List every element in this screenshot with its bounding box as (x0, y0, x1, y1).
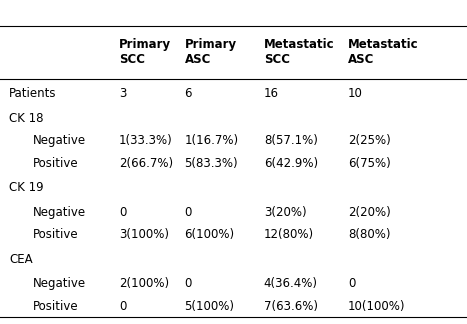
Text: Primary
ASC: Primary ASC (184, 38, 237, 66)
Text: Negative: Negative (33, 134, 86, 147)
Text: 2(66.7%): 2(66.7%) (119, 157, 173, 170)
Text: 1(33.3%): 1(33.3%) (119, 134, 173, 147)
Text: 1(16.7%): 1(16.7%) (184, 134, 239, 147)
Text: 10(100%): 10(100%) (348, 300, 405, 313)
Text: CK 19: CK 19 (9, 181, 44, 194)
Text: 16: 16 (264, 87, 279, 100)
Text: 0: 0 (184, 206, 192, 219)
Text: 6: 6 (184, 87, 192, 100)
Text: CEA: CEA (9, 253, 33, 266)
Text: 0: 0 (119, 206, 127, 219)
Text: 6(42.9%): 6(42.9%) (264, 157, 318, 170)
Text: 2(20%): 2(20%) (348, 206, 391, 219)
Text: 5(100%): 5(100%) (184, 300, 234, 313)
Text: Positive: Positive (33, 300, 78, 313)
Text: 7(63.6%): 7(63.6%) (264, 300, 318, 313)
Text: CK 18: CK 18 (9, 112, 44, 125)
Text: 8(80%): 8(80%) (348, 228, 390, 241)
Text: 10: 10 (348, 87, 363, 100)
Text: 6(75%): 6(75%) (348, 157, 391, 170)
Text: 5(83.3%): 5(83.3%) (184, 157, 238, 170)
Text: 0: 0 (184, 277, 192, 290)
Text: Metastatic
SCC: Metastatic SCC (264, 38, 334, 66)
Text: Primary
SCC: Primary SCC (119, 38, 171, 66)
Text: 3(20%): 3(20%) (264, 206, 306, 219)
Text: 6(100%): 6(100%) (184, 228, 234, 241)
Text: Negative: Negative (33, 277, 86, 290)
Text: 0: 0 (119, 300, 127, 313)
Text: Positive: Positive (33, 157, 78, 170)
Text: Positive: Positive (33, 228, 78, 241)
Text: 3(100%): 3(100%) (119, 228, 169, 241)
Text: 2(100%): 2(100%) (119, 277, 169, 290)
Text: Metastatic
ASC: Metastatic ASC (348, 38, 418, 66)
Text: 4(36.4%): 4(36.4%) (264, 277, 318, 290)
Text: 12(80%): 12(80%) (264, 228, 314, 241)
Text: Negative: Negative (33, 206, 86, 219)
Text: Patients: Patients (9, 87, 57, 100)
Text: 8(57.1%): 8(57.1%) (264, 134, 318, 147)
Text: 0: 0 (348, 277, 355, 290)
Text: 2(25%): 2(25%) (348, 134, 391, 147)
Text: 3: 3 (119, 87, 127, 100)
